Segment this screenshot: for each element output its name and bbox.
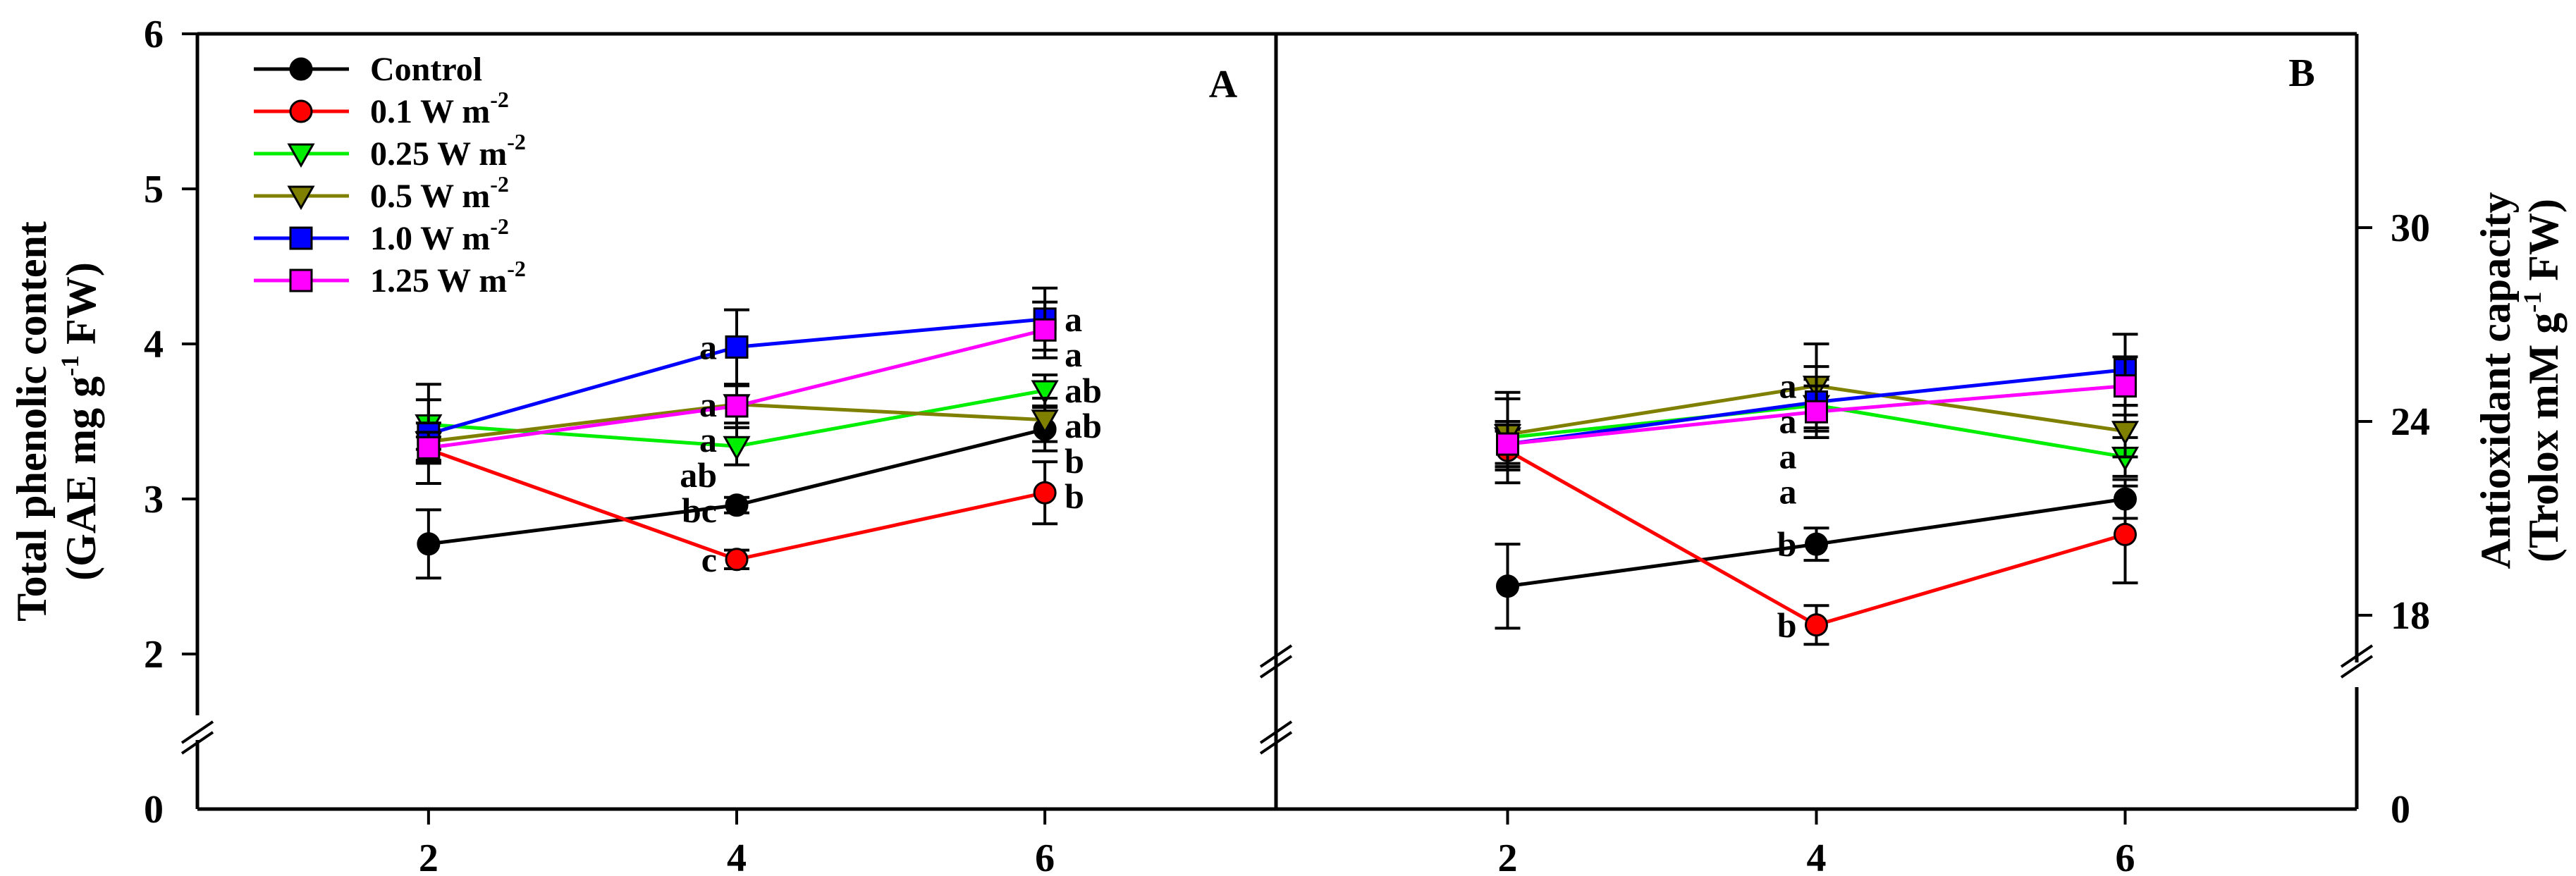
significance-label: b [1777, 524, 1797, 564]
significance-label: b [1065, 441, 1084, 481]
legend-item: 0.5 W m-2 [254, 171, 509, 215]
data-point [1805, 532, 1828, 556]
panel-a-ylabel-line2: (GAE mg g-1 FW) [56, 262, 104, 581]
panel-a-ylabel-line1: Total phenolic content [8, 221, 55, 622]
significance-label: ab [1065, 371, 1102, 410]
significance-label: a [1779, 437, 1797, 476]
y-tick-label: 0 [144, 788, 164, 832]
x-tick-label: 2 [1498, 837, 1518, 876]
significance-label: ab [680, 455, 717, 495]
legend-label: 0.25 W m-2 [370, 129, 526, 173]
panel-b-ylabel-line2: (Trolox mM g-1 FW) [2518, 199, 2567, 562]
y-tick-label: 24 [2391, 400, 2430, 444]
data-point [1496, 432, 1519, 456]
panel-a-ylabel-suffix: FW) [58, 262, 104, 355]
significance-label: ab [1065, 406, 1102, 445]
significance-label: a [1065, 335, 1082, 374]
data-point [725, 493, 749, 517]
x-tick-label: 4 [1807, 837, 1827, 876]
panel-b-ylabel-suffix: FW) [2520, 199, 2567, 292]
axis-break-b [2340, 644, 2374, 679]
significance-label: a [1779, 402, 1797, 441]
legend-label: 0.5 W m-2 [370, 171, 509, 215]
significance-label: a [699, 420, 717, 459]
significance-label: a [699, 327, 717, 366]
data-point [725, 335, 749, 359]
legend-label: 1.0 W m-2 [370, 214, 509, 257]
legend-item: Control [254, 51, 482, 88]
data-point [1805, 400, 1828, 424]
significance-label: c [701, 540, 717, 579]
data-point [725, 394, 749, 418]
axis-break-a [180, 720, 214, 755]
data-point [1031, 380, 1059, 405]
panel-b-ylabel-line1: Antioxidant capacity [2472, 192, 2519, 569]
y-tick-label: 3 [144, 478, 164, 522]
data-point [417, 436, 441, 459]
legend-label: 1.25 W m-2 [370, 256, 526, 300]
significance-label: bc [682, 491, 717, 530]
y-tick-label: 5 [144, 168, 164, 211]
legend-item: 1.0 W m-2 [254, 214, 509, 257]
panel-a-label: A [1209, 63, 1238, 106]
legend-label: 0.1 W m-2 [370, 87, 509, 130]
panel-a-ylabel-unit: (GAE mg g [58, 376, 104, 581]
significance-label: a [1779, 472, 1797, 512]
panel-a-ylabel-exponent: -1 [56, 355, 84, 376]
significance-label: a [1779, 366, 1797, 406]
panel-b-ylabel-exponent: -1 [2518, 292, 2546, 313]
significance-label: a [699, 385, 717, 424]
panel-b-label: B [2288, 51, 2314, 95]
x-tick-label: 6 [2116, 837, 2135, 876]
y-tick-label: 4 [144, 323, 164, 366]
y-tick-label: 0 [2391, 788, 2410, 832]
significance-label: a [1065, 300, 1082, 339]
panel-a-ticks: 2 4 6 0 2 3 4 5 6 [144, 13, 1055, 876]
legend-item: 1.25 W m-2 [254, 256, 526, 300]
x-tick-label: 6 [1035, 837, 1055, 876]
x-tick-label: 2 [419, 837, 438, 876]
y-tick-label: 6 [144, 13, 164, 56]
data-point [1805, 613, 1828, 637]
axis-break-divider [1259, 644, 1293, 755]
data-point [2114, 374, 2137, 398]
x-tick-label: 4 [727, 837, 747, 876]
panel-b-ylabel-unit: (Trolox mM g [2520, 313, 2567, 562]
data-point [417, 532, 441, 556]
data-point [1031, 409, 1059, 434]
y-tick-label: 2 [144, 633, 164, 677]
legend-label: Control [370, 51, 482, 88]
data-point [2111, 421, 2140, 445]
data-point [723, 436, 751, 461]
data-point [1033, 318, 1057, 342]
legend-item: 0.25 W m-2 [254, 129, 526, 173]
data-point [2114, 522, 2137, 546]
data-point [1496, 574, 1519, 598]
legend-item: 0.1 W m-2 [254, 87, 509, 130]
data-point [1033, 481, 1057, 505]
significance-label: b [1777, 605, 1797, 645]
y-tick-label: 30 [2391, 206, 2430, 250]
y-tick-label: 18 [2391, 594, 2430, 638]
significance-label: b [1065, 476, 1084, 516]
data-point [725, 548, 749, 572]
